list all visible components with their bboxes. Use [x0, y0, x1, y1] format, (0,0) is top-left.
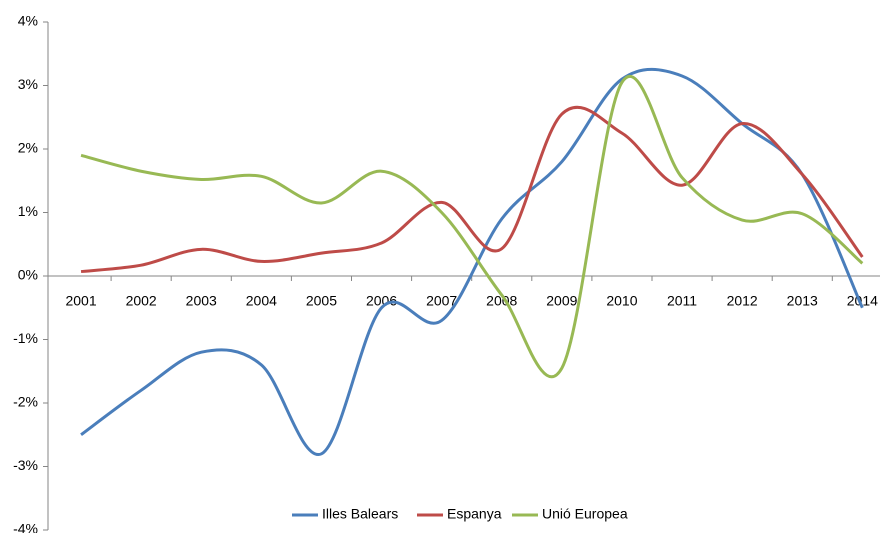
- y-tick-label: 4%: [18, 13, 38, 29]
- x-tick-label: 2006: [366, 293, 397, 309]
- x-tick-label: 2012: [727, 293, 758, 309]
- series-line: [80, 74, 864, 379]
- legend-label: Unió Europea: [542, 506, 628, 522]
- y-tick-label: -2%: [13, 394, 38, 410]
- y-tick-label: 0%: [18, 267, 38, 283]
- x-tick-label: 2009: [546, 293, 577, 309]
- x-tick-label: 2011: [667, 293, 697, 309]
- series-line: [80, 105, 864, 274]
- x-tick-label: 2004: [246, 293, 277, 309]
- y-tick-label: -3%: [13, 457, 38, 473]
- x-tick-label: 2007: [426, 293, 457, 309]
- x-tick-label: 2001: [65, 293, 96, 309]
- y-tick-label: 2%: [18, 140, 38, 156]
- x-tick-label: 2014: [847, 293, 878, 309]
- y-tick-label: 1%: [18, 203, 38, 219]
- series-line: [80, 68, 864, 456]
- x-tick-label: 2013: [787, 293, 818, 309]
- y-tick-label: -1%: [13, 330, 38, 346]
- y-tick-label: 3%: [18, 76, 38, 92]
- legend-label: Espanya: [447, 506, 502, 522]
- x-tick-label: 2008: [486, 293, 517, 309]
- x-tick-label: 2003: [186, 293, 217, 309]
- x-tick-label: 2010: [606, 293, 637, 309]
- legend-label: Illes Balears: [322, 506, 398, 522]
- x-tick-label: 2005: [306, 293, 337, 309]
- y-tick-label: -4%: [13, 521, 38, 533]
- x-tick-label: 2002: [126, 293, 157, 309]
